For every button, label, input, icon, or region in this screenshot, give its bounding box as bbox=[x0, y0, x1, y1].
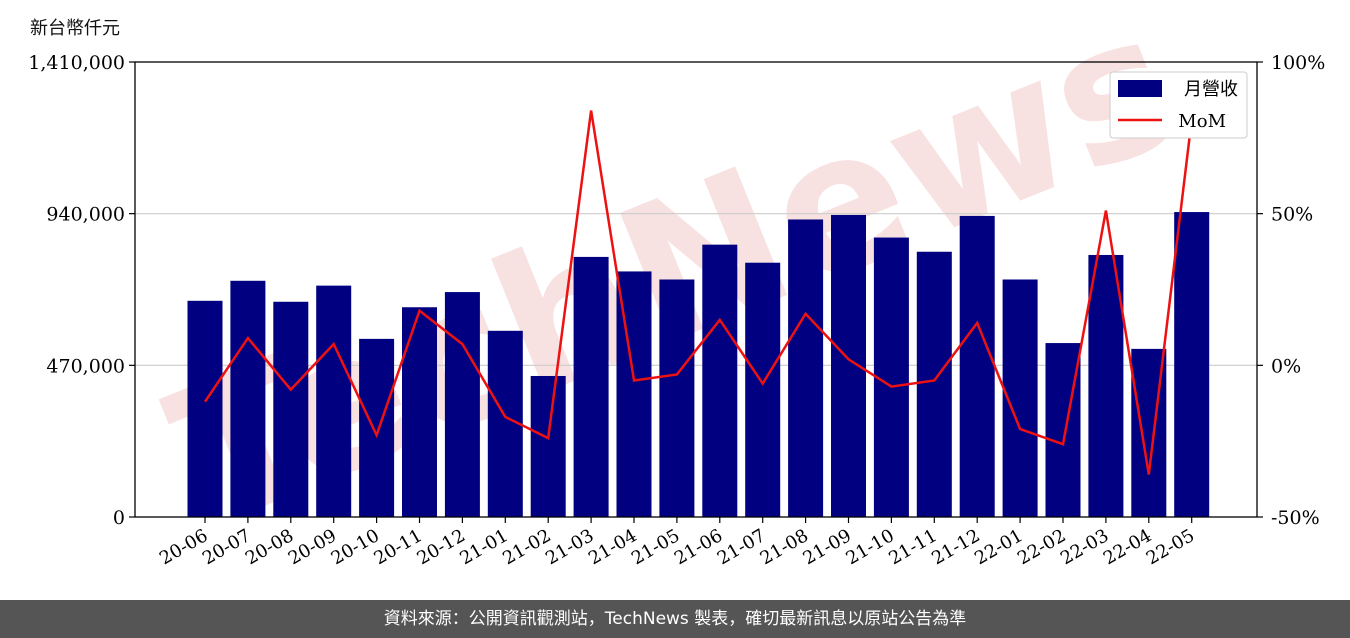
x-tick-label: 21-08 bbox=[757, 525, 812, 569]
revenue-bar bbox=[359, 338, 395, 517]
y-left-tick-label: 470,000 bbox=[46, 355, 125, 377]
revenue-bar bbox=[1045, 343, 1081, 517]
x-tick-label: 21-07 bbox=[714, 525, 769, 569]
y-right-tick-label: -50% bbox=[1271, 507, 1320, 529]
revenue-bar bbox=[402, 307, 437, 517]
x-tick-label: 21-05 bbox=[628, 525, 683, 569]
x-tick-label: 21-04 bbox=[585, 525, 640, 569]
y-right-tick-label: 0% bbox=[1271, 355, 1301, 377]
y-left-tick-label: 1,410,000 bbox=[28, 52, 125, 74]
x-tick-label: 21-06 bbox=[671, 525, 726, 569]
revenue-bar bbox=[1088, 254, 1124, 518]
x-tick-label: 22-04 bbox=[1100, 525, 1155, 569]
y-right-tick-label: 100% bbox=[1271, 52, 1325, 74]
revenue-bar bbox=[745, 262, 781, 517]
x-tick-label: 21-03 bbox=[542, 525, 597, 569]
x-tick-label: 20-10 bbox=[328, 525, 383, 569]
revenue-bar bbox=[959, 215, 995, 517]
revenue-bar bbox=[916, 251, 952, 517]
x-tick-label: 21-02 bbox=[499, 525, 554, 569]
revenue-bar bbox=[530, 375, 566, 517]
x-tick-label: 20-06 bbox=[156, 525, 211, 569]
x-tick-label: 21-01 bbox=[456, 525, 511, 569]
revenue-chart: TechNews0470,000940,0001,410,000-50%0%50… bbox=[28, 0, 1325, 570]
x-tick-label: 21-12 bbox=[928, 525, 983, 569]
revenue-bar bbox=[702, 244, 738, 517]
revenue-bar bbox=[444, 292, 480, 517]
revenue-bar bbox=[573, 256, 609, 517]
plot-frame bbox=[134, 61, 1258, 518]
footer-text: 資料來源：公開資訊觀測站，TechNews 製表，確切最新訊息以原站公告為準 bbox=[383, 609, 967, 629]
revenue-bar bbox=[230, 280, 266, 517]
legend-mom-label: MoM bbox=[1178, 111, 1226, 132]
revenue-bar bbox=[316, 285, 352, 517]
x-tick-label: 21-11 bbox=[885, 525, 940, 569]
x-tick-label: 21-09 bbox=[800, 525, 855, 569]
revenue-bar bbox=[788, 219, 824, 518]
y-right-tick-label: 50% bbox=[1271, 204, 1313, 226]
revenue-bar bbox=[1174, 212, 1210, 517]
x-tick-label: 21-10 bbox=[842, 525, 897, 569]
y-axis-unit-label: 新台幣仟元 bbox=[30, 18, 120, 39]
y-left-tick-label: 940,000 bbox=[46, 204, 125, 226]
x-tick-label: 22-01 bbox=[971, 525, 1026, 569]
x-tick-label: 22-05 bbox=[1143, 525, 1198, 569]
x-tick-label: 20-12 bbox=[413, 525, 468, 569]
x-tick-label: 22-02 bbox=[1014, 525, 1069, 569]
revenue-bar bbox=[187, 300, 223, 517]
revenue-bar bbox=[659, 279, 695, 517]
x-tick-label: 22-03 bbox=[1057, 525, 1112, 569]
mom-line bbox=[203, 110, 1193, 475]
revenue-bar bbox=[873, 237, 909, 518]
legend-revenue-label: 月營收 bbox=[1184, 79, 1238, 100]
x-tick-label: 20-11 bbox=[371, 525, 426, 569]
legend-bar-swatch bbox=[1118, 80, 1162, 97]
y-left-tick-label: 0 bbox=[113, 507, 125, 529]
revenue-bar bbox=[273, 301, 309, 517]
source-footer: 資料來源：公開資訊觀測站，TechNews 製表，確切最新訊息以原站公告為準 bbox=[0, 600, 1350, 638]
